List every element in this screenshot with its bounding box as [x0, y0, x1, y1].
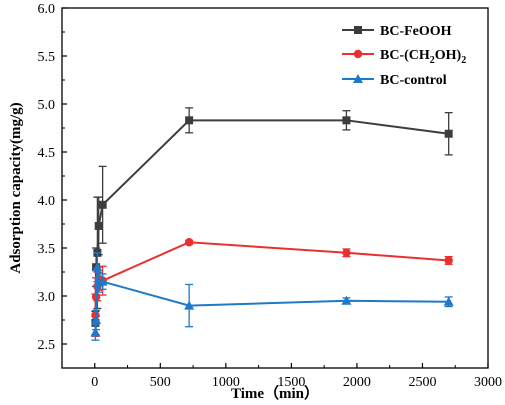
series-2 [90, 252, 454, 341]
x-tick-label-0: 0 [91, 375, 98, 390]
data-point [341, 295, 352, 305]
y-tick-label-2.5: 2.5 [38, 338, 56, 353]
y-axis-title: Adsorption capacity(mg/g) [8, 102, 24, 273]
legend-item-control: BC-control [342, 73, 447, 88]
data-point [92, 262, 103, 272]
legend-item-feooh: BC-FeOOH [342, 24, 452, 39]
data-point [185, 116, 194, 125]
data-point [342, 248, 351, 257]
data-point [91, 315, 102, 324]
legend-label-ch2oh2-part1: BC-(CH [380, 48, 430, 63]
legend-label-ch2oh2: BC-(CH2OH)2 [380, 48, 466, 66]
legend-marker-ch2oh2 [353, 49, 363, 59]
y-tick-label-6: 6.0 [38, 2, 56, 17]
y-tick-label-3: 3.0 [38, 290, 56, 305]
data-point [98, 200, 107, 209]
data-point [444, 129, 453, 138]
plot-frame [61, 7, 489, 369]
data-point [97, 276, 108, 286]
data-point [94, 221, 103, 230]
y-tick-label-4.5: 4.5 [38, 146, 56, 161]
data-point [444, 256, 453, 265]
x-tick-label-1500: 1500 [277, 375, 305, 390]
legend-label-ch2oh2-sub1: 2 [430, 55, 435, 66]
legend-label-ch2oh2-sub2: 2 [461, 55, 466, 66]
y-tick-label-4: 4.0 [38, 194, 56, 209]
data-point [342, 116, 351, 125]
data-point [184, 238, 194, 247]
series-line-1 [94, 241, 449, 316]
x-tick-label-3000: 3000 [474, 375, 502, 390]
y-tick-label-5: 5.0 [38, 98, 56, 113]
y-tick-label-3.5: 3.5 [38, 242, 56, 257]
legend-label-control: BC-control [380, 73, 447, 88]
legend: BC-FeOOH BC-(CH2OH)2 BC-control [342, 24, 466, 88]
legend-marker-control [353, 74, 363, 83]
x-axis-title: Time（min） [231, 384, 319, 402]
data-point [90, 327, 101, 337]
series-line-0 [94, 119, 449, 323]
y-tick-label-5.5: 5.5 [38, 50, 56, 65]
series-layer [90, 107, 454, 341]
data-point [184, 300, 195, 310]
y-axis: 2.5 3.0 3.5 4.0 4.5 5.0 5.5 6.0 [38, 2, 67, 353]
x-tick-label-1000: 1000 [212, 375, 240, 390]
legend-label-feooh: BC-FeOOH [380, 24, 452, 39]
x-tick-label-500: 500 [150, 375, 171, 390]
x-tick-label-2500: 2500 [408, 375, 436, 390]
series-1 [91, 238, 453, 337]
legend-item-ch2oh2: BC-(CH2OH)2 [342, 48, 466, 66]
data-point [443, 296, 454, 306]
x-tick-label-2000: 2000 [343, 375, 371, 390]
legend-marker-feooh [354, 26, 362, 34]
x-axis: 0 500 1000 1500 2000 2500 3000 [91, 363, 502, 390]
series-line-2 [94, 267, 449, 333]
legend-label-ch2oh2-part2: OH) [435, 48, 462, 63]
